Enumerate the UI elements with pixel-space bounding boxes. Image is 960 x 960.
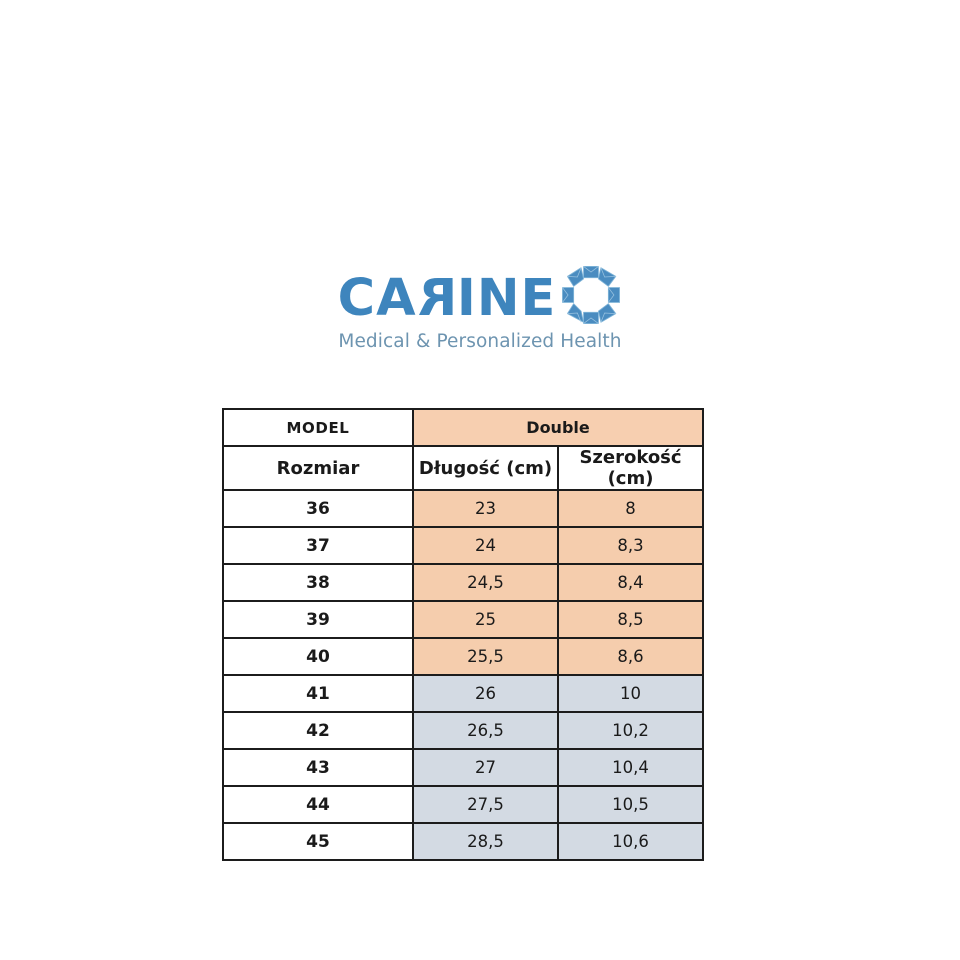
- column-header-0: Rozmiar: [222, 445, 414, 491]
- table-row: 41 26 10: [222, 674, 705, 713]
- cell-width: 10,5: [556, 785, 705, 824]
- table-row-model: MODEL Double: [222, 408, 705, 447]
- table-row: 38 24,5 8,4: [222, 563, 705, 602]
- cell-length: 27: [412, 748, 559, 787]
- table-row: 36 23 8: [222, 489, 705, 528]
- cell-size: 44: [222, 785, 414, 824]
- model-label-cell: MODEL: [222, 408, 414, 447]
- cell-width: 10,2: [556, 711, 705, 750]
- table-row: 39 25 8,5: [222, 600, 705, 639]
- cell-length: 24,5: [412, 563, 559, 602]
- size-table: MODEL Double Rozmiar Długość (cm) Szerokość …: [222, 408, 705, 861]
- model-value-cell: Double: [411, 408, 705, 447]
- table-row: 44 27,5 10,5: [222, 785, 705, 824]
- wordmark-mirrored-r: R: [416, 268, 457, 328]
- cell-width: 10: [556, 674, 705, 713]
- table-row: 37 24 8,3: [222, 526, 705, 565]
- medical-cross-ring-icon: [562, 266, 621, 324]
- cell-width: 10,4: [556, 748, 705, 787]
- brand-wordmark: CA R INE: [337, 268, 557, 328]
- cell-width: 10,6: [556, 822, 705, 861]
- size-table-body: MODEL Double Rozmiar Długość (cm) Szerokość …: [222, 408, 705, 861]
- table-row-header: Rozmiar Długość (cm) Szerokość (cm): [222, 445, 705, 491]
- table-row: 43 27 10,4: [222, 748, 705, 787]
- cell-length: 25: [412, 600, 559, 639]
- cell-width: 8,4: [556, 563, 705, 602]
- cell-size: 42: [222, 711, 414, 750]
- cell-size: 38: [222, 563, 414, 602]
- column-header-2: Szerokość (cm): [556, 445, 705, 491]
- cell-length: 23: [412, 489, 559, 528]
- cell-length: 26,5: [412, 711, 559, 750]
- table-row: 40 25,5 8,6: [222, 637, 705, 676]
- cell-size: 41: [222, 674, 414, 713]
- cell-length: 25,5: [412, 637, 559, 676]
- cell-size: 36: [222, 489, 414, 528]
- cell-width: 8,3: [556, 526, 705, 565]
- cell-size: 43: [222, 748, 414, 787]
- cell-length: 26: [412, 674, 559, 713]
- table-row: 45 28,5 10,6: [222, 822, 705, 861]
- size-chart: MODEL Double Rozmiar Długość (cm) Szerokość …: [222, 408, 705, 861]
- table-row: 42 26,5 10,2: [222, 711, 705, 750]
- cell-width: 8,5: [556, 600, 705, 639]
- cell-width: 8,6: [556, 637, 705, 676]
- cell-length: 24: [412, 526, 559, 565]
- cell-length: 27,5: [412, 785, 559, 824]
- column-header-1: Długość (cm): [412, 445, 559, 491]
- brand-tagline: Medical & Personalized Health: [338, 331, 622, 352]
- brand-logo: CA R INE: [0, 266, 960, 352]
- wordmark-part-1: CA: [337, 268, 417, 328]
- cell-size: 45: [222, 822, 414, 861]
- cell-width: 8: [556, 489, 705, 528]
- cell-size: 37: [222, 526, 414, 565]
- wordmark-part-2: INE: [456, 268, 557, 328]
- cell-size: 40: [222, 637, 414, 676]
- cell-size: 39: [222, 600, 414, 639]
- cell-length: 28,5: [412, 822, 559, 861]
- logo-row: CA R INE: [0, 266, 960, 328]
